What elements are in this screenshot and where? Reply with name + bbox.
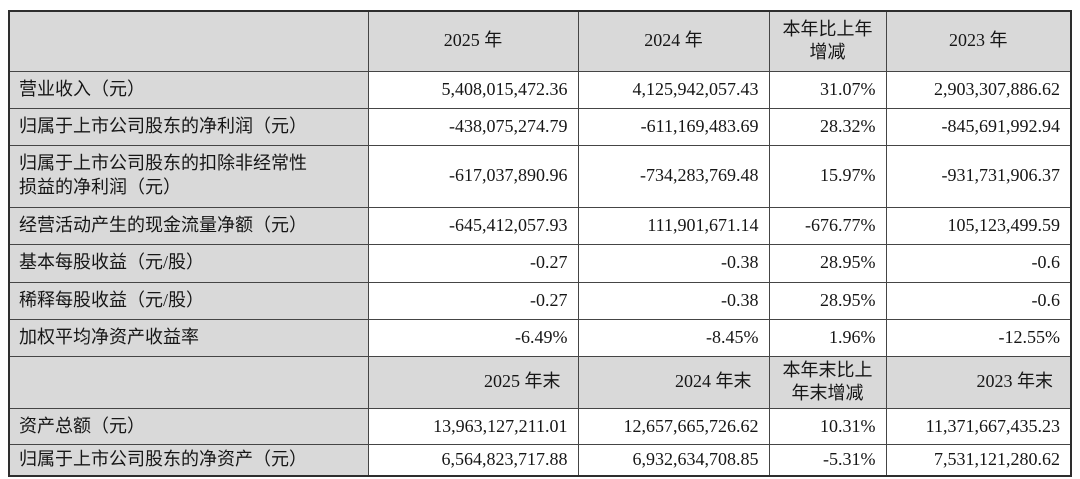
header-cell-2023: 2023 年 — [885, 10, 1072, 72]
value-2025: -0.27 — [367, 281, 579, 320]
value-change: 15.97% — [768, 144, 887, 208]
value-2024: -734,283,769.48 — [577, 144, 770, 208]
value-2025: -617,037,890.96 — [367, 144, 579, 208]
table-row-net-profit: 归属于上市公司股东的净利润（元） -438,075,274.79 -611,16… — [8, 107, 1072, 146]
financial-summary-table: 2025 年 2024 年 本年比上年 增减 2023 年 营业收入（元） 5,… — [8, 10, 1072, 477]
header-empty-cell — [8, 10, 369, 72]
value-2023: 7,531,121,280.62 — [885, 444, 1072, 476]
header-row-year-end: 2025 年末 2024 年末 本年末比上 年末增减 2023 年末 — [8, 355, 1072, 409]
header-cell-yoy-change: 本年比上年 增减 — [768, 10, 887, 72]
row-label: 归属于上市公司股东的扣除非经常性 损益的净利润（元） — [8, 144, 369, 208]
value-change: -5.31% — [768, 444, 887, 476]
value-2023: 2,903,307,886.62 — [885, 70, 1072, 109]
value-2024: -0.38 — [577, 281, 770, 320]
table-row-revenue: 营业收入（元） 5,408,015,472.36 4,125,942,057.4… — [8, 70, 1072, 109]
value-2025: -438,075,274.79 — [367, 107, 579, 146]
value-2024: -611,169,483.69 — [577, 107, 770, 146]
value-change: 1.96% — [768, 318, 887, 357]
row-label: 加权平均净资产收益率 — [8, 318, 369, 357]
value-2023: -12.55% — [885, 318, 1072, 357]
value-change: -676.77% — [768, 206, 887, 245]
table-row-diluted-eps: 稀释每股收益（元/股） -0.27 -0.38 28.95% -0.6 — [8, 281, 1072, 320]
row-label: 经营活动产生的现金流量净额（元） — [8, 206, 369, 245]
table-row-net-profit-excl-nonrecurring: 归属于上市公司股东的扣除非经常性 损益的净利润（元） -617,037,890.… — [8, 144, 1072, 208]
row-label: 稀释每股收益（元/股） — [8, 281, 369, 320]
value-2025: -645,412,057.93 — [367, 206, 579, 245]
value-2024: 12,657,665,726.62 — [577, 408, 770, 445]
header-cell-2023-end: 2023 年末 — [885, 355, 1072, 409]
value-2025: 6,564,823,717.88 — [367, 444, 579, 476]
value-change: 28.95% — [768, 243, 887, 283]
row-label: 归属于上市公司股东的净利润（元） — [8, 107, 369, 146]
header-row-annual: 2025 年 2024 年 本年比上年 增减 2023 年 — [8, 10, 1072, 72]
value-change: 31.07% — [768, 70, 887, 109]
header-cell-2024-end: 2024 年末 — [577, 355, 770, 409]
value-2024: 4,125,942,057.43 — [577, 70, 770, 109]
value-2023: -0.6 — [885, 243, 1072, 283]
header-cell-2025: 2025 年 — [367, 10, 579, 72]
header-empty-cell — [8, 355, 369, 409]
table-row-operating-cash-flow: 经营活动产生的现金流量净额（元） -645,412,057.93 111,901… — [8, 206, 1072, 245]
table-row-net-assets: 归属于上市公司股东的净资产（元） 6,564,823,717.88 6,932,… — [8, 444, 1072, 476]
value-2025: -6.49% — [367, 318, 579, 357]
value-2023: -0.6 — [885, 281, 1072, 320]
row-label: 归属于上市公司股东的净资产（元） — [8, 444, 369, 476]
value-2025: -0.27 — [367, 243, 579, 283]
table-row-basic-eps: 基本每股收益（元/股） -0.27 -0.38 28.95% -0.6 — [8, 243, 1072, 283]
header-cell-2025-end: 2025 年末 — [367, 355, 579, 409]
value-2024: 111,901,671.14 — [577, 206, 770, 245]
header-cell-2024: 2024 年 — [577, 10, 770, 72]
header-cell-yoy-end-change: 本年末比上 年末增减 — [768, 355, 887, 409]
value-2023: 11,371,667,435.23 — [885, 408, 1072, 445]
value-change: 10.31% — [768, 408, 887, 445]
value-change: 28.95% — [768, 281, 887, 320]
row-label: 资产总额（元） — [8, 408, 369, 445]
value-2025: 5,408,015,472.36 — [367, 70, 579, 109]
value-2023: -845,691,992.94 — [885, 107, 1072, 146]
value-2025: 13,963,127,211.01 — [367, 408, 579, 445]
value-2024: 6,932,634,708.85 — [577, 444, 770, 476]
table-row-weighted-avg-roe: 加权平均净资产收益率 -6.49% -8.45% 1.96% -12.55% — [8, 318, 1072, 357]
value-2023: -931,731,906.37 — [885, 144, 1072, 208]
value-2024: -0.38 — [577, 243, 770, 283]
row-label: 营业收入（元） — [8, 70, 369, 109]
value-change: 28.32% — [768, 107, 887, 146]
row-label: 基本每股收益（元/股） — [8, 243, 369, 283]
value-2024: -8.45% — [577, 318, 770, 357]
value-2023: 105,123,499.59 — [885, 206, 1072, 245]
table-row-total-assets: 资产总额（元） 13,963,127,211.01 12,657,665,726… — [8, 408, 1072, 445]
